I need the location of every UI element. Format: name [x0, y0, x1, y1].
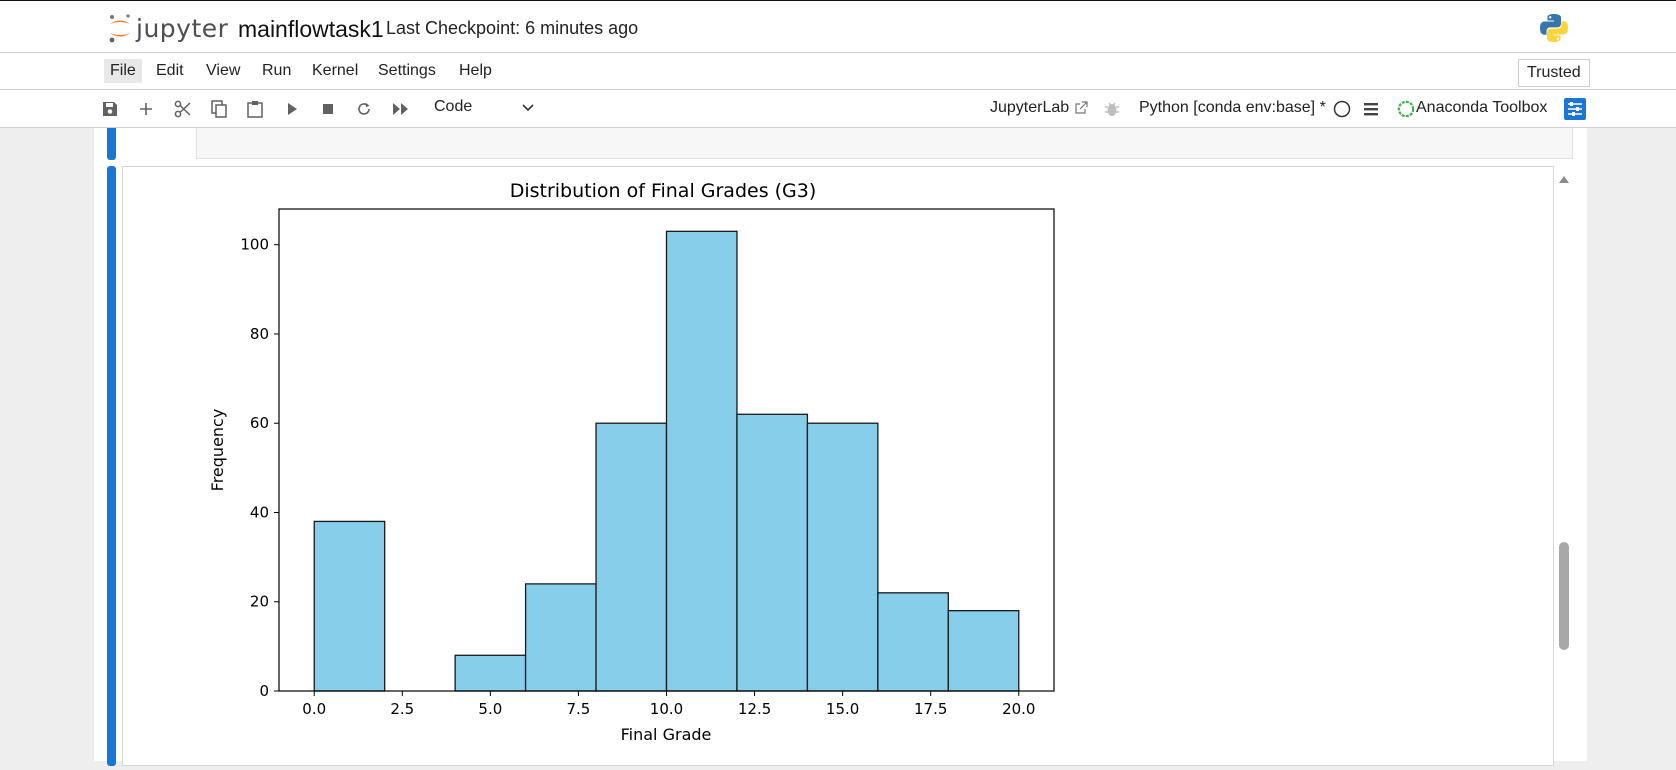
checkpoint-status: Last Checkpoint: 6 minutes ago: [386, 18, 639, 38]
notebook-title[interactable]: mainflowtask1: [238, 16, 384, 42]
kernel-name[interactable]: Python [conda env:base] *: [1139, 99, 1326, 116]
y-axis-label: Frequency: [208, 409, 227, 492]
y-tick-label: 40: [250, 503, 269, 521]
chevron-down-icon[interactable]: [521, 100, 535, 119]
save-icon[interactable]: [100, 99, 120, 119]
debugger-bug-icon[interactable]: [1104, 100, 1120, 123]
histogram-bar: [947, 610, 1020, 692]
add-cell-icon[interactable]: [136, 99, 156, 119]
logo-text: jupyter: [136, 13, 229, 43]
cell-type-select[interactable]: Code: [434, 98, 473, 115]
histogram-bar: [524, 583, 597, 692]
previous-cell-collapser[interactable]: [107, 128, 116, 160]
x-tick-label: 2.5: [390, 700, 414, 718]
active-cell-collapser[interactable]: [107, 166, 116, 766]
menu-bar: File Edit View Run Kernel Settings Help …: [0, 53, 1676, 90]
external-link-icon: [1074, 101, 1088, 120]
menu-help[interactable]: Help: [459, 62, 492, 79]
x-tick-label: 20.0: [1002, 700, 1035, 718]
cut-icon[interactable]: [173, 99, 193, 119]
x-tick-label: 15.0: [826, 700, 859, 718]
kernel-status-idle-icon: [1333, 100, 1351, 123]
x-axis-label: Final Grade: [621, 725, 712, 744]
jupyter-logo-icon: [109, 14, 130, 43]
menu-file[interactable]: File: [104, 59, 142, 83]
jupyter-logo[interactable]: jupyter: [108, 13, 228, 43]
notebook-toolbar: Code JupyterLab Python [conda env:base] …: [0, 90, 1676, 128]
jupyterlab-link[interactable]: JupyterLab: [990, 99, 1070, 116]
histogram-bar: [454, 654, 527, 692]
y-tick-label: 60: [250, 414, 269, 432]
y-tick-label: 20: [250, 593, 269, 611]
scroll-up-arrow-icon[interactable]: [1558, 171, 1570, 189]
python-logo-icon: [1538, 12, 1570, 49]
menu-run[interactable]: Run: [262, 62, 292, 79]
grade-histogram: Distribution of Final Grades (G3) 0 20 40 6…: [208, 180, 1055, 744]
histogram-bar: [665, 230, 738, 692]
copy-icon[interactable]: [209, 99, 229, 119]
menu-view[interactable]: View: [206, 62, 241, 79]
settings-sliders-icon[interactable]: [1564, 98, 1586, 125]
chart-title: Distribution of Final Grades (G3): [510, 180, 817, 202]
histogram-bar: [313, 520, 386, 692]
previous-cell-input[interactable]: [196, 128, 1573, 159]
x-tick-label: 12.5: [738, 700, 771, 718]
x-tick-label: 10.0: [650, 700, 683, 718]
menu-settings[interactable]: Settings: [378, 62, 436, 79]
anaconda-toolbox[interactable]: Anaconda Toolbox: [1416, 99, 1548, 116]
histogram-bar: [877, 592, 949, 692]
anaconda-icon: [1397, 100, 1415, 123]
cell-output-area: Distribution of Final Grades (G3) 0 20 40 6…: [122, 166, 1554, 766]
histogram-bar: [595, 422, 668, 692]
y-tick-label: 0: [259, 682, 269, 700]
x-tick-label: 0.0: [302, 700, 326, 718]
menu-kernel[interactable]: Kernel: [312, 62, 359, 79]
x-tick-label: 7.5: [567, 700, 591, 718]
histogram-bar: [806, 422, 879, 692]
restart-icon[interactable]: [354, 99, 374, 119]
run-icon[interactable]: [282, 99, 302, 119]
trusted-indicator[interactable]: Trusted: [1518, 59, 1590, 87]
x-tick-label: 17.5: [914, 700, 947, 718]
y-tick-label: 80: [250, 325, 269, 343]
histogram-bar: [736, 413, 809, 692]
output-scrollbar-thumb[interactable]: [1559, 542, 1569, 650]
x-tick-label: 5.0: [478, 700, 502, 718]
y-tick-label: 100: [240, 236, 269, 254]
paste-icon[interactable]: [245, 99, 265, 119]
run-all-icon[interactable]: [391, 99, 411, 119]
stop-icon[interactable]: [318, 99, 338, 119]
top-header: jupyter mainflowtask1 Last Checkpoint: 6…: [0, 0, 1676, 53]
kernel-menu-icon[interactable]: [1363, 101, 1379, 122]
menu-edit[interactable]: Edit: [156, 62, 184, 79]
